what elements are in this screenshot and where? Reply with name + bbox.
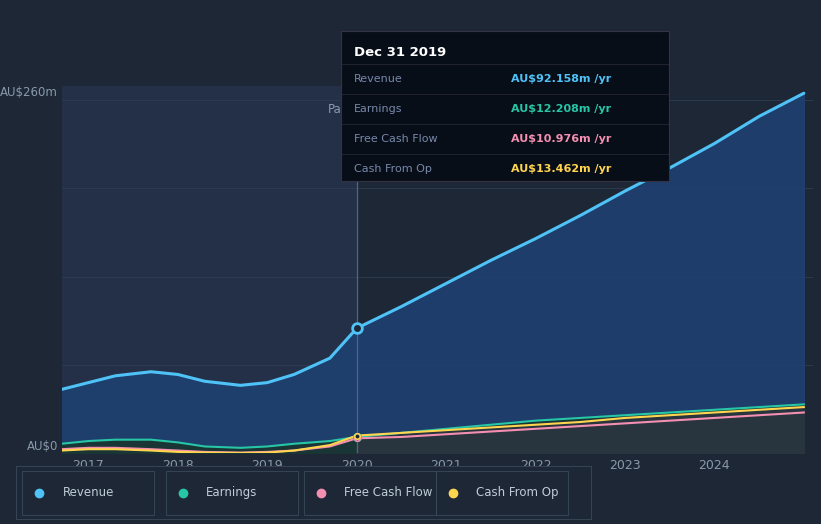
Text: AU$260m: AU$260m — [0, 86, 57, 100]
Text: AU$12.208m /yr: AU$12.208m /yr — [511, 104, 612, 114]
Text: Cash From Op: Cash From Op — [476, 486, 558, 499]
Bar — [356, 86, 813, 453]
Text: Analysts Forecasts: Analysts Forecasts — [361, 103, 471, 116]
Text: Cash From Op: Cash From Op — [354, 164, 432, 174]
Text: Revenue: Revenue — [62, 486, 114, 499]
Text: Dec 31 2019: Dec 31 2019 — [354, 47, 446, 59]
Text: Free Cash Flow: Free Cash Flow — [354, 134, 438, 144]
Text: Free Cash Flow: Free Cash Flow — [344, 486, 433, 499]
Text: AU$92.158m /yr: AU$92.158m /yr — [511, 74, 612, 84]
Text: AU$13.462m /yr: AU$13.462m /yr — [511, 164, 612, 174]
Text: AU$0: AU$0 — [26, 440, 57, 453]
Text: Earnings: Earnings — [206, 486, 258, 499]
Bar — [62, 86, 356, 453]
Text: AU$10.976m /yr: AU$10.976m /yr — [511, 134, 612, 144]
Text: Revenue: Revenue — [354, 74, 402, 84]
Text: Past: Past — [328, 103, 352, 116]
Text: Earnings: Earnings — [354, 104, 402, 114]
